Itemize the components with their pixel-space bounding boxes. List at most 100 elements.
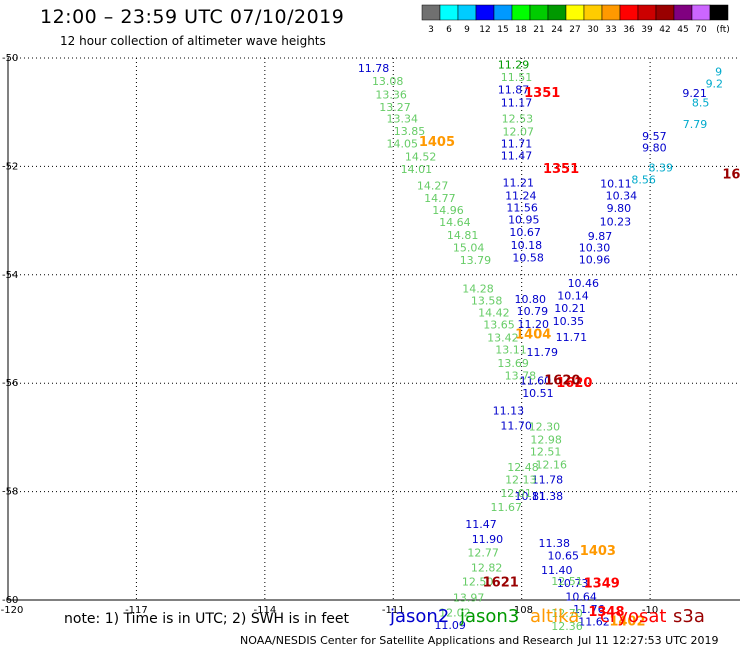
y-tick-label: -60 [2, 595, 18, 606]
scale-label: 6 [446, 25, 452, 35]
data-label: 11.38 [532, 490, 564, 503]
data-label: 10.23 [600, 216, 632, 229]
data-label: 11.29 [498, 59, 530, 72]
data-label: 11.70 [500, 419, 532, 432]
data-label: 11.09 [434, 619, 466, 632]
color-scale: 3 6 9 12 15 18 21 24 27 30 33 36 39 42 45 70 (ft) [421, 4, 730, 35]
x-tick-label: -10 [642, 605, 658, 616]
x-tick-label: -120 [1, 605, 24, 616]
data-label: 11.56 [506, 202, 538, 215]
data-label: 10.34 [606, 190, 638, 203]
data-label: 10.35 [553, 315, 585, 328]
legend-jason2: jason2 [390, 606, 450, 627]
data-label: 11.60 [520, 374, 552, 387]
data-label: 1349 [584, 577, 620, 592]
data-label: 11.62 [578, 616, 610, 629]
data-label: 12.51 [551, 575, 583, 588]
scale-label: 21 [533, 25, 544, 35]
data-label: 1405 [419, 135, 455, 150]
data-label: 12.48 [507, 461, 539, 474]
data-label: 12.07 [503, 126, 535, 139]
data-label: 11.38 [538, 537, 570, 550]
data-label: 14.42 [478, 307, 510, 320]
footer-credit: NOAA/NESDIS Center for Satellite Applica… [240, 634, 574, 647]
data-label: 9.87 [588, 230, 613, 243]
data-label: 1621 [483, 576, 519, 591]
data-label: 12.53 [502, 113, 534, 126]
data-label: 15.04 [453, 242, 485, 255]
data-label: 12.36 [551, 620, 583, 633]
data-label: 13.85 [394, 125, 426, 138]
data-label: 1351 [543, 162, 579, 177]
data-label: 1620 [556, 376, 592, 391]
scale-label: 24 [551, 25, 563, 35]
y-tick-label: -50 [2, 53, 18, 64]
data-label: 10.81 [514, 490, 546, 503]
footer-timestamp: Jul 11 12:27:53 UTC 2019 [578, 634, 719, 647]
data-label: 11.17 [501, 96, 533, 109]
data-label: 14.05 [387, 138, 419, 151]
data-label: 12.51 [530, 445, 562, 458]
data-label: 12.98 [530, 434, 562, 447]
data-label: 14.64 [439, 216, 471, 229]
legend-jason3: jason3 [460, 606, 520, 627]
data-label: 11.71 [501, 138, 533, 151]
scale-label: 30 [587, 25, 599, 35]
data-label: 12.30 [529, 421, 561, 434]
scale-label: 18 [515, 25, 527, 35]
scale-label: 70 [695, 25, 707, 35]
legend-s3a: s3a [673, 606, 705, 627]
data-label: 10.79 [517, 305, 549, 318]
data-label: 10.21 [554, 302, 586, 315]
y-tick-label: -56 [2, 378, 18, 389]
scale-swatch [709, 4, 729, 21]
data-label: 11.20 [517, 318, 549, 331]
data-label: 10.11 [600, 178, 632, 191]
x-tick-label: -111 [382, 605, 405, 616]
x-tick-label: -117 [125, 605, 148, 616]
y-tick-label: -54 [2, 270, 18, 281]
data-label: 9 [715, 66, 722, 79]
data-label: 1404 [515, 327, 551, 342]
data-label: 1351 [524, 86, 560, 101]
data-label: 12.50 [462, 576, 494, 589]
data-label: 10.30 [579, 242, 611, 255]
data-label: 14.52 [405, 151, 437, 164]
data-label: 8.56 [631, 173, 656, 186]
data-label: 10.58 [512, 251, 544, 264]
scale-label: 33 [605, 25, 616, 35]
page-subtitle: 12 hour collection of altimeter wave hei… [60, 34, 326, 48]
data-label: 8.39 [649, 161, 674, 174]
data-label: 14.77 [424, 192, 456, 205]
data-label: 11.21 [503, 177, 535, 190]
x-tick-label: -108 [510, 605, 533, 616]
data-label: 12.01 [500, 487, 532, 500]
scale-label: 12 [479, 25, 490, 35]
data-label: 10.64 [565, 591, 597, 604]
scale-label: 42 [659, 25, 670, 35]
data-label: 11.87 [498, 83, 530, 96]
data-label: 11.24 [505, 190, 537, 203]
data-label: 14.81 [447, 229, 479, 242]
data-label: 12.13 [505, 474, 537, 487]
scale-label: (ft) [716, 25, 730, 35]
scale-label: 3 [428, 25, 434, 35]
data-label: 10.73 [557, 577, 589, 590]
scale-label: 45 [677, 25, 688, 35]
data-label: 1402 [609, 615, 645, 630]
data-label: 7.79 [683, 118, 708, 131]
data-label: 14.28 [462, 282, 494, 295]
data-label: 13.58 [471, 294, 503, 307]
data-label: 13.69 [497, 357, 529, 370]
data-label: 10.80 [514, 293, 546, 306]
data-label: 13.78 [505, 370, 537, 383]
data-label: 11.90 [472, 533, 504, 546]
footer-note: note: 1) Time is in UTC; 2) SWH is in fe… [64, 611, 350, 627]
data-label: 10.46 [568, 277, 600, 290]
data-label: 9.21 [682, 87, 707, 100]
scale-label: 39 [641, 25, 653, 35]
data-label: 12.82 [471, 561, 503, 574]
scale-label: 27 [569, 25, 580, 35]
data-label: 13.11 [495, 344, 527, 357]
data-label: 11.78 [532, 474, 564, 487]
